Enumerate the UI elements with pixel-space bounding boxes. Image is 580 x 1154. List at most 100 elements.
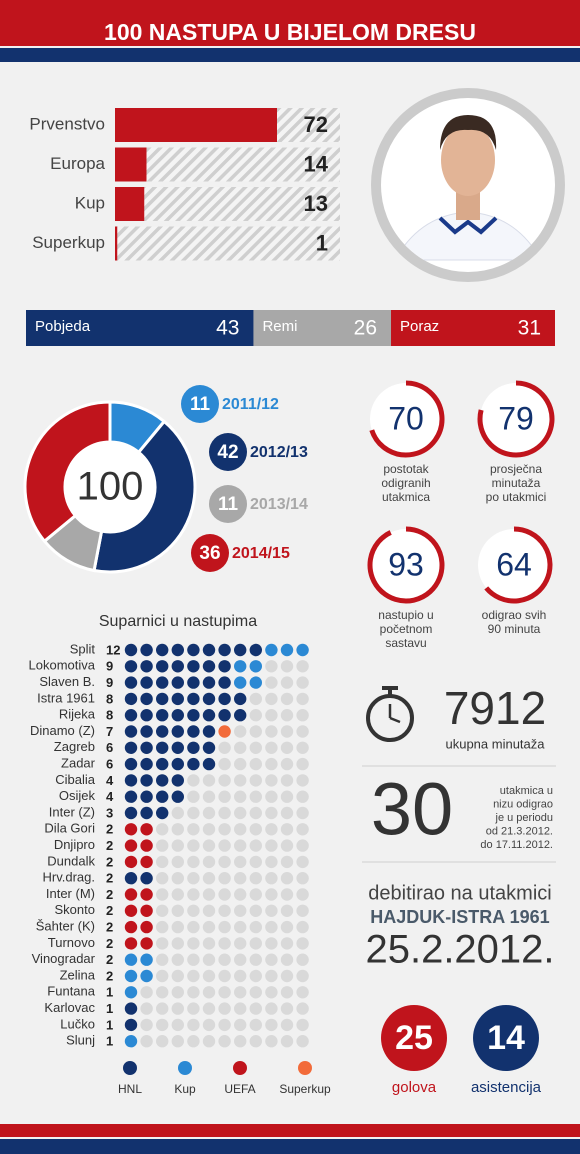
opponent-total: 9 [106, 659, 113, 674]
empty-dot [280, 839, 294, 852]
page-title: 100 NASTUPA U BIJELOM DRESU [104, 19, 476, 45]
empty-dot [280, 660, 294, 673]
appearance-dot [202, 725, 216, 738]
empty-dot [156, 855, 169, 869]
result-segment [253, 310, 392, 346]
empty-dot [218, 806, 231, 820]
gauge-caption: 90 minuta [488, 622, 541, 636]
empty-dot [265, 692, 278, 706]
appearance-dot [156, 676, 169, 689]
empty-dot [202, 790, 216, 803]
empty-dot [265, 757, 278, 771]
appearance-dot [249, 676, 262, 689]
empty-dot [202, 823, 216, 836]
empty-dot [140, 1002, 153, 1015]
appearance-dot [140, 953, 153, 966]
result-segment [391, 310, 555, 346]
appearance-dot [124, 953, 138, 966]
opponent-total: 6 [106, 740, 113, 755]
empty-dot [187, 855, 200, 869]
empty-dot [234, 986, 247, 999]
bar-track [115, 226, 340, 261]
appearance-dot [140, 839, 153, 852]
empty-dot [249, 969, 262, 983]
appearance-dot [140, 790, 153, 803]
empty-dot [249, 806, 262, 820]
empty-dot [265, 904, 278, 917]
donut-total: 100 [77, 465, 144, 509]
opponent-name: Dnjipro [54, 837, 95, 852]
gauge-caption: po utakmici [486, 490, 547, 504]
season-badge [209, 433, 247, 471]
result-segment [26, 310, 254, 346]
legend-label: UEFA [224, 1082, 255, 1096]
empty-dot [249, 920, 262, 934]
gauge-value: 79 [498, 400, 534, 436]
appearance-dot [124, 904, 138, 917]
result-value: 31 [518, 317, 541, 340]
empty-dot [202, 1035, 216, 1048]
empty-dot [202, 1002, 216, 1015]
empty-dot [156, 823, 169, 836]
gauge-caption: odigranih [381, 476, 430, 490]
bar-track [115, 147, 340, 182]
empty-dot [234, 1018, 247, 1032]
empty-dot [156, 839, 169, 852]
opponent-total: 2 [106, 871, 113, 886]
empty-dot [249, 986, 262, 999]
empty-dot [296, 937, 309, 950]
empty-dot [265, 1002, 278, 1015]
gauge-value: 64 [496, 546, 532, 582]
result-label: Remi [262, 318, 297, 335]
empty-dot [202, 1018, 216, 1032]
empty-dot [156, 920, 169, 934]
empty-dot [156, 953, 169, 966]
appearance-dot [202, 643, 216, 657]
opponent-name: Osijek [59, 788, 96, 803]
appearance-dot [171, 643, 184, 657]
empty-dot [202, 920, 216, 934]
opponent-name: Funtana [47, 984, 95, 999]
empty-dot [171, 823, 184, 836]
opponent-total: 2 [106, 887, 113, 902]
empty-dot [265, 660, 278, 673]
empty-dot [234, 757, 247, 771]
appearance-dot [124, 660, 138, 673]
appearance-dot [124, 709, 138, 722]
streak-text: od 21.3.2012. [486, 825, 553, 837]
appearance-dot [124, 855, 138, 869]
appearance-dot [234, 643, 247, 657]
empty-dot [218, 888, 231, 901]
empty-dot [296, 904, 309, 917]
opponent-total: 1 [106, 1017, 113, 1032]
empty-dot [140, 1035, 153, 1048]
bar-label: Prvenstvo [29, 114, 105, 133]
appearance-dot [124, 741, 138, 754]
empty-dot [296, 774, 309, 787]
gauge-caption: minutaža [492, 476, 541, 490]
opponent-total: 6 [106, 757, 113, 772]
appearance-dot [156, 725, 169, 738]
appearance-dot [249, 660, 262, 673]
empty-dot [156, 969, 169, 983]
empty-dot [156, 937, 169, 950]
appearance-dot [234, 692, 247, 706]
appearance-dot [202, 676, 216, 689]
empty-dot [296, 709, 309, 722]
empty-dot [296, 969, 309, 983]
empty-dot [280, 823, 294, 836]
empty-dot [218, 757, 231, 771]
empty-dot [280, 904, 294, 917]
empty-dot [296, 692, 309, 706]
empty-dot [280, 920, 294, 934]
empty-dot [234, 725, 247, 738]
opponent-name: Zagreb [54, 739, 95, 754]
empty-dot [280, 709, 294, 722]
empty-dot [187, 920, 200, 934]
opponent-total: 8 [106, 708, 113, 723]
empty-dot [171, 953, 184, 966]
appearance-dot [156, 692, 169, 706]
empty-dot [187, 806, 200, 820]
appearance-dot [202, 741, 216, 754]
empty-dot [171, 806, 184, 820]
